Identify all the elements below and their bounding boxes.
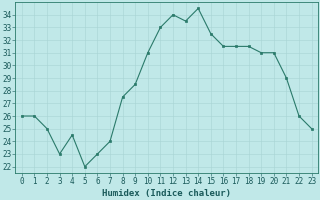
X-axis label: Humidex (Indice chaleur): Humidex (Indice chaleur) xyxy=(102,189,231,198)
